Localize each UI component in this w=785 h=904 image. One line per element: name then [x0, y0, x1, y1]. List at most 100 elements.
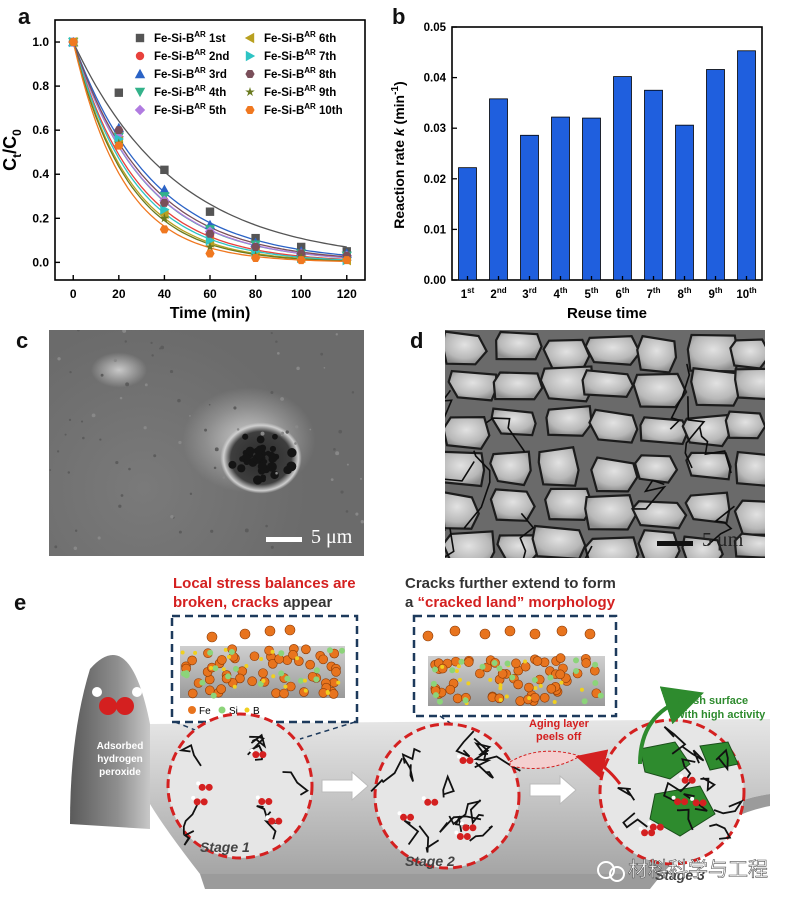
si-atom: [531, 676, 538, 683]
x-axis-ticks: 0 20 40 60 80 100 120: [70, 275, 357, 301]
bar-2: [489, 98, 508, 281]
si-atom: [504, 660, 511, 667]
si-atom: [430, 680, 437, 687]
si-atom: [297, 677, 304, 684]
x-axis-ticks: 1st 2nd 3rd 4th 5th 6th 7th 8th 9th 10th: [461, 276, 757, 301]
b-atom: [283, 684, 288, 689]
texture-speck: [74, 529, 78, 532]
grain: [544, 487, 594, 522]
caption-stage2-line2: a “cracked land” morphology: [405, 594, 616, 611]
si-atom: [432, 666, 439, 673]
bars: [458, 50, 756, 281]
si-atom: [509, 674, 516, 681]
texture-speck: [144, 383, 148, 387]
grain: [489, 450, 532, 487]
y-tick-label: 0.05: [424, 22, 447, 34]
grain: [542, 338, 591, 371]
legend-entry-10th: Fe-Si-BAR 10th: [264, 102, 343, 117]
texture-speck: [244, 528, 249, 533]
texture-speck: [275, 340, 278, 343]
texture-speck: [208, 403, 211, 406]
fe-atom: [539, 692, 550, 703]
si-atom: [547, 674, 554, 681]
texture-speck: [100, 373, 104, 377]
texture-speck: [340, 490, 344, 494]
y-axis-label: Ct/C0: [0, 129, 24, 171]
y-label-part3: (min: [391, 95, 407, 128]
plot-frame: [451, 26, 763, 281]
fit-curve-1st: [72, 41, 347, 248]
b-atom: [466, 681, 471, 686]
h-atom: [454, 830, 459, 835]
data-point-9th: [205, 241, 215, 252]
grain: [545, 404, 593, 437]
h2o2-icon: [463, 832, 471, 840]
y-label-part5: ): [391, 81, 407, 86]
data-point-8th: [159, 198, 170, 207]
crack: [713, 799, 745, 815]
si-atom: [338, 647, 345, 654]
y-tick-label: 0.04: [424, 73, 447, 85]
fe-atom: [288, 650, 298, 660]
si-atom: [207, 649, 214, 656]
texture-speck: [222, 476, 226, 479]
bar-3: [520, 134, 539, 281]
legend-entry-2nd: Fe-Si-BAR 2nd: [154, 48, 229, 63]
fe-atom: [258, 668, 268, 678]
texture-speck: [56, 450, 60, 453]
h2o2-icon: [193, 798, 201, 806]
fe-atom: [497, 668, 508, 679]
texture-speck: [153, 454, 157, 458]
grain: [590, 456, 639, 493]
texture-speck: [177, 398, 181, 403]
legend-entry-4th: Fe-Si-BAR 4th: [154, 84, 226, 99]
b-atom: [457, 677, 462, 682]
pore: [253, 475, 263, 485]
h2o2-icon: [649, 823, 657, 831]
texture-speck: [275, 471, 278, 475]
b-atom: [440, 664, 445, 669]
scale-bar: [266, 537, 302, 542]
y-axis-label-sub-t: t: [10, 154, 24, 158]
texture-speck: [280, 433, 284, 437]
fe-atom: [520, 661, 531, 672]
crack-line: [669, 363, 691, 430]
h2o2-icon: [407, 813, 415, 821]
fe-atom: [305, 659, 315, 670]
texture-speck: [270, 545, 274, 549]
texture-speck: [122, 330, 127, 333]
legend-si: Si: [229, 706, 238, 717]
fe-atom: [235, 673, 245, 684]
pore: [262, 459, 268, 465]
si-atom: [313, 676, 320, 683]
fe-atom: [217, 655, 227, 665]
legend-marker-6th: [244, 32, 255, 44]
data-point-10th: [159, 225, 170, 234]
h2o2-icon: [275, 817, 283, 825]
texture-speck: [160, 345, 165, 350]
h2o2-icon: [205, 783, 213, 791]
crack: [709, 823, 732, 840]
b-atom: [303, 688, 308, 693]
h-atom: [191, 795, 196, 800]
crack-line: [633, 479, 667, 510]
grain: [581, 369, 635, 399]
texture-speck: [169, 369, 174, 374]
grain: [724, 410, 765, 440]
texture-speck: [143, 426, 147, 430]
h-atom: [679, 774, 684, 779]
legend-marker-7th: [245, 50, 256, 62]
fe-atom: [452, 693, 463, 704]
legend-entry-1st: Fe-Si-BAR 1st: [154, 30, 226, 45]
texture-speck: [330, 478, 334, 482]
aging-label-1: Aging layer: [529, 718, 590, 730]
cracked-grains: [445, 330, 765, 558]
grain: [632, 372, 688, 409]
crack-line: [445, 461, 475, 531]
caption2-cracked-land: “cracked land”: [418, 594, 525, 611]
grain: [539, 365, 595, 403]
stage1-label: Stage 1: [200, 839, 250, 855]
h2o2-icon: [699, 799, 707, 807]
data-point-10th: [342, 256, 352, 265]
crack: [402, 756, 414, 782]
